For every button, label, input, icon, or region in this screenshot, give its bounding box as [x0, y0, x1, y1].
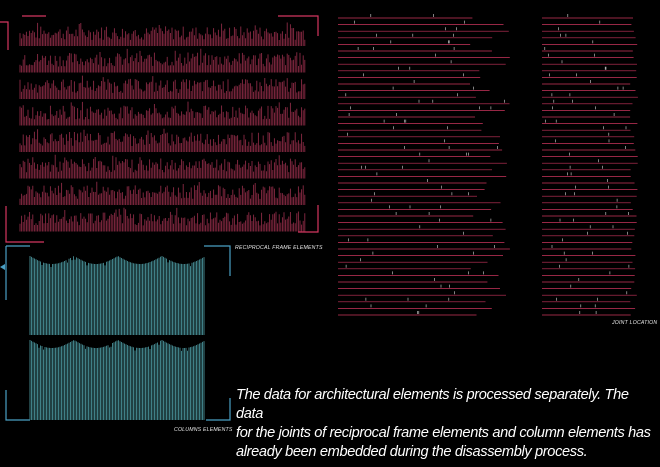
description-line-1: The data for architectural elements is p…: [236, 387, 629, 422]
column-bar-marks: [29, 256, 205, 420]
col-left-pointer: [0, 264, 5, 270]
joint-lines-group: [338, 14, 638, 316]
joint-location-plot: [338, 14, 638, 316]
columns-plot: [0, 245, 231, 421]
description-line-2: for the joints of reciprocal frame eleme…: [236, 425, 651, 441]
joint-location-panel: JOINT LOCATION: [330, 0, 660, 340]
joint-location-label: JOINT LOCATION: [612, 320, 658, 326]
description-paragraph: The data for architectural elements is p…: [236, 386, 656, 462]
reciprocal-bar-marks: [19, 22, 306, 232]
reciprocal-bars-group: [19, 22, 306, 232]
columns-panel: COLUMNS ELEMENTS: [0, 240, 240, 440]
columns-bars-group: [29, 256, 205, 420]
col-bracket-bottom-right: [206, 398, 231, 421]
joint-line-marks: [338, 17, 638, 316]
columns-label: COLUMNS ELEMENTS: [174, 427, 233, 433]
bracket-top-right: [278, 15, 319, 36]
description-line-3: already been embedded during the disasse…: [236, 444, 588, 460]
reciprocal-frame-plot: [0, 15, 319, 243]
col-bracket-bottom-left: [5, 390, 30, 421]
bracket-left-mark: [0, 21, 9, 50]
reciprocal-frame-label: RECIPROCAL FRAME ELEMENTS: [235, 245, 323, 251]
joint-tick-marks: [345, 14, 630, 314]
reciprocal-frame-panel: RECIPROCAL FRAME ELEMENTS: [0, 0, 330, 251]
bracket-bottom-left: [5, 206, 44, 243]
bracket-bottom-right: [298, 205, 319, 233]
col-bracket-top-right: [204, 245, 231, 276]
